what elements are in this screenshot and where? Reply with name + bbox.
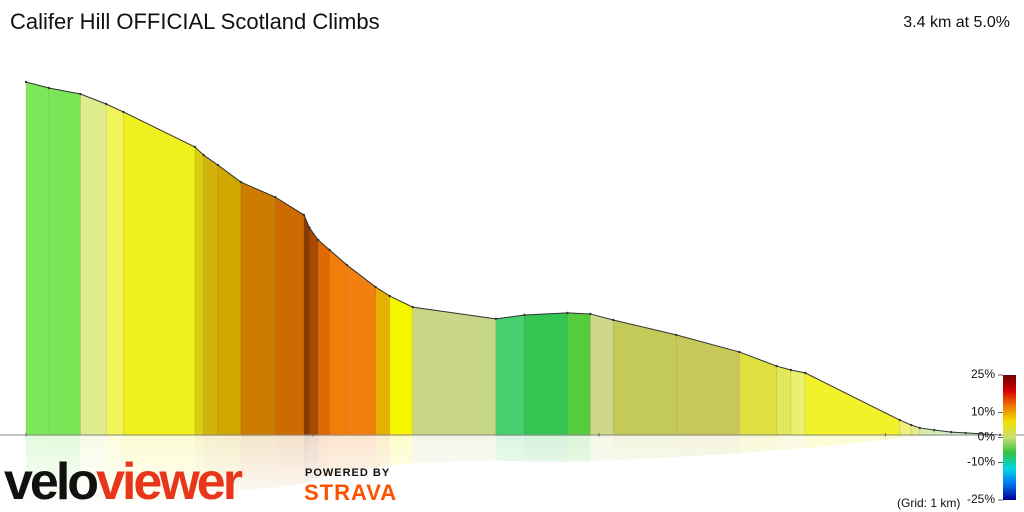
profile-point: [612, 318, 615, 322]
segment: [389, 295, 414, 436]
profile-point: [909, 423, 913, 427]
grid-note: (Grid: 1 km): [897, 496, 960, 510]
profile-point: [789, 368, 793, 372]
profile-point: [566, 311, 569, 315]
segment: [203, 154, 219, 436]
segment: [25, 81, 50, 436]
profile-point: [804, 371, 807, 375]
profile-point: [494, 317, 498, 321]
segment: [524, 312, 568, 436]
profile-point: [308, 226, 311, 230]
profile-point: [105, 102, 108, 106]
segment: [776, 365, 792, 436]
profile-point: [193, 145, 197, 149]
segment: [317, 239, 330, 436]
profile-point: [675, 333, 678, 337]
profile-point: [328, 248, 331, 252]
brand-part: viewer: [96, 453, 243, 511]
profile-point: [239, 180, 243, 184]
segment: [274, 196, 305, 436]
gradient-tick-label: -25%: [967, 492, 995, 506]
segment: [309, 227, 319, 436]
profile-point: [932, 428, 936, 432]
powered-by: POWERED BY: [305, 467, 390, 479]
profile-point: [775, 364, 778, 368]
segment: [194, 146, 204, 436]
segment: [612, 319, 677, 436]
gradient-tick-label: 0%: [978, 430, 996, 444]
profile-point: [374, 285, 377, 289]
profile-point: [317, 238, 320, 242]
profile-point: [964, 431, 967, 435]
reflection-fade: [0, 436, 1024, 512]
segment: [346, 264, 376, 436]
profile-point: [122, 110, 125, 114]
profile-point: [274, 195, 277, 199]
profile-point: [79, 92, 82, 96]
gradient-scale: [1003, 375, 1016, 500]
segment: [412, 306, 497, 436]
profile-point: [345, 263, 349, 267]
profile-point: [302, 213, 306, 217]
segment: [48, 87, 81, 436]
gradient-tick-label: 10%: [971, 405, 995, 419]
segment: [123, 111, 196, 436]
segment: [329, 249, 348, 436]
partner-logo: STRAVA: [304, 480, 397, 505]
summary: 3.4 km at 5.0%: [903, 14, 1010, 31]
segment: [105, 103, 124, 436]
profile-point: [47, 86, 51, 90]
segment: [495, 314, 525, 436]
profile-point: [388, 294, 392, 298]
profile-point: [738, 350, 741, 354]
brand-part: velo: [4, 453, 97, 511]
profile-point: [589, 312, 592, 316]
segment: [790, 369, 806, 436]
chart-title: Califer Hill OFFICIAL Scotland Climbs: [10, 9, 380, 34]
segment: [675, 334, 740, 436]
profile-point: [202, 153, 205, 157]
segment: [804, 372, 901, 436]
segment: [217, 164, 242, 436]
profile-point: [918, 426, 921, 430]
profile-point: [898, 418, 901, 422]
segment: [303, 214, 310, 436]
gradient-tick-label: 25%: [971, 367, 995, 381]
profile-point: [216, 163, 220, 167]
profile-point: [523, 313, 526, 317]
profile-point: [411, 305, 414, 309]
segment: [567, 312, 591, 436]
segment: [375, 286, 391, 436]
gradient-tick-label: -10%: [967, 455, 995, 469]
segment: [590, 313, 614, 436]
brand-logo: veloviewer: [4, 453, 243, 511]
segment: [240, 181, 276, 436]
profile-point: [24, 80, 28, 84]
profile-point: [950, 430, 953, 434]
segment: [80, 93, 107, 436]
